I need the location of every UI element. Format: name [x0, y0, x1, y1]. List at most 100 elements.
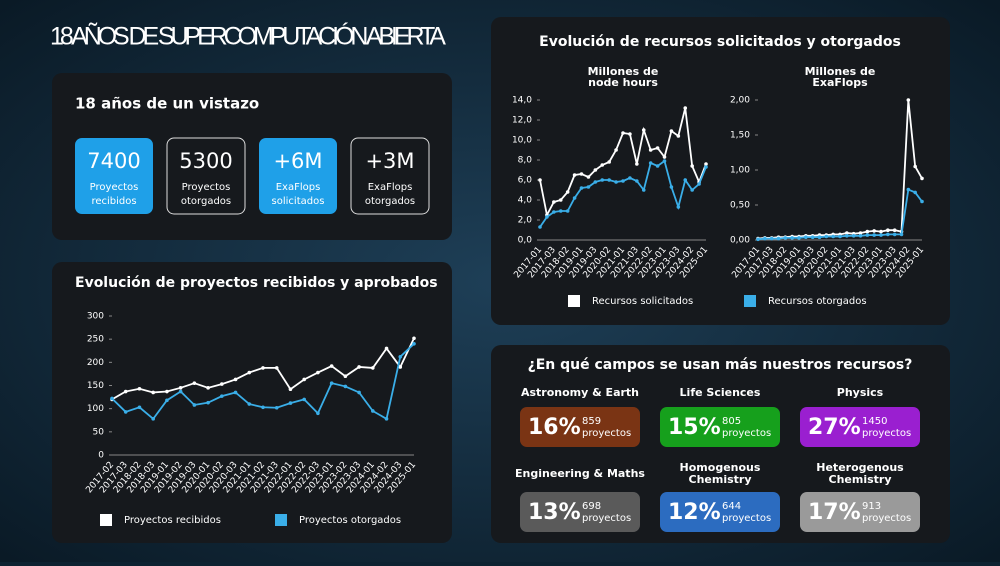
point	[261, 405, 265, 410]
point	[593, 180, 598, 184]
stat-label: Proyectos	[182, 182, 231, 193]
legend-swatch	[100, 514, 112, 526]
point	[288, 401, 293, 405]
point	[690, 188, 694, 192]
point	[178, 389, 183, 394]
y-tick-label: 0,50	[730, 201, 750, 211]
field-card	[660, 492, 780, 532]
point	[538, 178, 542, 182]
point	[621, 179, 625, 183]
stat-label: recibidos	[91, 196, 136, 207]
point	[572, 196, 577, 200]
field-count: 859	[582, 416, 601, 427]
point	[579, 172, 584, 176]
stat-value: +3M	[365, 149, 414, 173]
point	[607, 160, 611, 164]
point	[302, 397, 306, 402]
point	[906, 187, 911, 192]
field-name: Astronomy & Earth	[521, 386, 639, 399]
point	[628, 176, 632, 180]
field-card	[520, 492, 640, 532]
field-count: 805	[722, 416, 741, 427]
field-card	[520, 407, 640, 447]
point	[165, 398, 169, 403]
legend-label: Proyectos recibidos	[124, 515, 221, 526]
point	[879, 233, 883, 237]
y-tick-label: 8,0	[518, 156, 533, 166]
point	[872, 229, 876, 233]
chart-subtitle: ExaFlops	[812, 76, 868, 89]
chart-subtitle: Millones de	[805, 65, 876, 78]
point	[913, 164, 917, 169]
point	[865, 233, 870, 237]
point	[804, 235, 808, 239]
point	[247, 402, 252, 406]
point	[845, 231, 849, 235]
point	[545, 215, 549, 219]
point	[892, 228, 897, 232]
point	[412, 336, 416, 341]
point	[123, 389, 128, 394]
chart-title: Evolución de proyectos recibidos y aprob…	[75, 275, 438, 291]
point	[206, 386, 210, 390]
point	[858, 234, 863, 238]
y-tick-label: 0	[98, 451, 104, 461]
point	[371, 409, 375, 413]
point	[648, 161, 653, 165]
field-name: Chemistry	[829, 473, 892, 486]
field-count: 644	[722, 501, 741, 512]
y-tick-label: 50	[93, 427, 105, 437]
point	[288, 387, 293, 392]
point	[683, 178, 688, 182]
point	[797, 236, 801, 240]
point	[662, 159, 667, 163]
field-unit: proyectos	[722, 513, 771, 524]
field-name: Heterogenous	[816, 461, 904, 474]
point	[628, 132, 632, 136]
legend-swatch	[275, 514, 287, 526]
field-percent: 15%	[668, 415, 721, 440]
point	[137, 405, 142, 410]
point	[357, 390, 361, 395]
y-tick-label: 6,0	[518, 176, 533, 186]
stat-card	[350, 137, 430, 215]
stat-label: ExaFlops	[276, 182, 321, 193]
point	[704, 165, 708, 169]
point	[552, 210, 556, 214]
point	[261, 366, 265, 370]
point	[343, 384, 348, 389]
resources-title: Evolución de recursos solicitados y otor…	[539, 34, 901, 50]
point	[316, 411, 320, 416]
point	[683, 106, 688, 110]
stat-label: ExaFlops	[368, 182, 413, 193]
legend-label: Recursos solicitados	[592, 296, 693, 307]
point	[641, 128, 646, 132]
point	[906, 98, 911, 102]
point	[790, 236, 794, 240]
y-tick-label: 4,0	[518, 196, 533, 206]
field-percent: 16%	[528, 415, 581, 440]
point	[669, 129, 674, 133]
field-name: Chemistry	[689, 473, 752, 486]
point	[384, 346, 389, 351]
point	[858, 231, 863, 235]
point	[851, 234, 856, 238]
legend-swatch	[568, 295, 580, 307]
y-tick-label: 0,00	[730, 236, 750, 246]
point	[676, 134, 681, 138]
point	[586, 185, 591, 189]
point	[552, 200, 556, 204]
point	[838, 234, 842, 239]
point	[579, 186, 584, 190]
point	[343, 374, 348, 379]
point	[845, 234, 849, 238]
point	[137, 386, 142, 391]
point	[655, 146, 660, 150]
point	[886, 228, 890, 232]
point	[676, 205, 681, 209]
point	[233, 390, 238, 395]
point	[316, 370, 320, 375]
stat-card	[259, 138, 337, 214]
point	[165, 389, 169, 394]
point	[704, 162, 708, 166]
